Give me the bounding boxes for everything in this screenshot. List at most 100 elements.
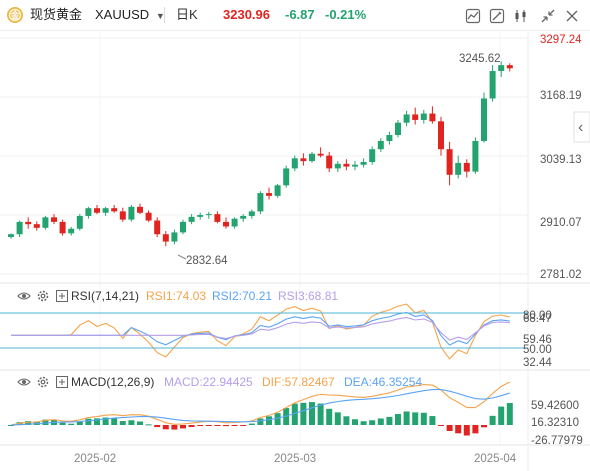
interval-label: 日K — [176, 7, 198, 22]
macd-bar — [240, 425, 247, 426]
macd-axis-label: 59.42600 — [531, 400, 579, 412]
macd-bar — [111, 418, 118, 425]
macd-bar — [360, 421, 367, 425]
macd-bar — [68, 423, 75, 425]
macd-bar — [291, 403, 298, 425]
sidebar-toggle[interactable] — [573, 111, 590, 143]
macd-bar — [403, 411, 410, 425]
interval-selector[interactable]: 日K — [176, 7, 198, 23]
candle-body — [111, 208, 118, 212]
candle-body — [403, 114, 410, 123]
macd-bar — [162, 425, 169, 430]
macd-bar — [8, 425, 14, 426]
instrument-cn-name: 现货黄金 — [30, 7, 83, 22]
chart-area[interactable]: 3297.24 3168.19 3039.13 2910.07 2781.02 … — [0, 30, 590, 471]
grid-lines — [0, 30, 528, 445]
macd-bar — [395, 414, 401, 425]
low-price-annotation: 2832.64 — [186, 255, 228, 267]
macd-bar — [429, 416, 436, 425]
macd-value: MACD:22.94425 — [164, 375, 253, 389]
candle-body — [188, 216, 195, 222]
candle-body — [248, 211, 255, 216]
macd-bar — [489, 415, 496, 425]
candle-body — [369, 149, 376, 163]
rsi-axis-label: 59.46 — [523, 334, 552, 346]
expand-icon[interactable] — [55, 375, 69, 389]
candle-body — [300, 158, 307, 162]
price-axis-label: 3168.19 — [540, 90, 582, 102]
close-icon — [566, 10, 578, 22]
eye-icon[interactable] — [17, 289, 31, 303]
macd-line — [10, 389, 510, 426]
candle-body — [162, 234, 169, 242]
macd-bar — [154, 425, 161, 428]
candle-body — [16, 221, 23, 235]
candle-body — [438, 121, 444, 150]
rsi-title: RSI(7,14,21) — [71, 289, 140, 303]
candle-body — [94, 208, 100, 213]
candle-body — [489, 71, 496, 99]
candle-body — [154, 220, 161, 235]
rsi-line — [11, 316, 510, 341]
macd-bar — [438, 425, 444, 426]
macd-bar — [317, 403, 324, 425]
candle-body — [68, 228, 75, 234]
drawing-button[interactable] — [487, 6, 507, 26]
macd-bar — [506, 403, 513, 425]
eye-icon[interactable] — [17, 375, 31, 389]
drawing-icon — [489, 8, 505, 24]
candle-body — [223, 221, 229, 227]
macd-bar — [481, 425, 487, 428]
macd-bar — [352, 419, 358, 425]
macd-bar — [197, 425, 204, 426]
indicator-button[interactable] — [463, 6, 483, 26]
candle-body — [420, 113, 427, 120]
price-change-percent: -0.21% — [325, 7, 367, 22]
date-axis-label: 2025-02 — [74, 453, 116, 465]
candle-body — [102, 208, 109, 213]
collapse-button[interactable] — [538, 6, 558, 26]
macd-lines — [10, 381, 511, 426]
date-axis-label: 2025-04 — [474, 453, 517, 465]
macd-bar — [266, 416, 272, 425]
macd-bar — [420, 412, 427, 425]
settings-icon[interactable] — [36, 375, 50, 389]
settings-icon[interactable] — [36, 289, 50, 303]
rsi-axis-label: 68.47 — [523, 313, 552, 325]
separator — [164, 7, 165, 23]
candlestick-icon — [515, 10, 526, 22]
candle-body — [377, 140, 384, 150]
rsi-axis-label: 80.00 — [523, 310, 552, 322]
symbol-selector[interactable]: XAUUSD ▼ — [95, 7, 165, 24]
instrument-name[interactable]: 现货黄金 — [30, 7, 82, 23]
candle-body — [119, 211, 126, 220]
chart-type-icon — [465, 8, 481, 24]
date-axis-label: 2025-03 — [274, 453, 316, 465]
candle-body — [386, 135, 393, 141]
close-button[interactable] — [562, 6, 582, 26]
candle-body — [197, 215, 204, 217]
macd-bar — [257, 418, 264, 425]
last-price: 3230.96 — [223, 7, 270, 22]
rsi-axis-label: 32.44 — [523, 357, 552, 369]
macd-bar — [223, 425, 229, 427]
candle-body — [309, 153, 315, 162]
macd-bar — [498, 406, 505, 425]
candle-body — [137, 206, 143, 213]
macd-bar — [446, 425, 453, 432]
macd-title: MACD(12,26,9) — [71, 375, 155, 389]
chart-style-button[interactable] — [511, 6, 531, 26]
candle-body — [291, 158, 298, 169]
candle-body — [429, 113, 436, 122]
candle-body — [326, 155, 333, 169]
macd-bar — [248, 423, 255, 425]
candle-body — [283, 168, 290, 186]
macd-bar — [188, 425, 195, 428]
sidebar-arrow-icon: ‹ — [578, 119, 583, 136]
expand-icon[interactable] — [55, 289, 69, 303]
candle-body — [214, 214, 221, 222]
rsi2-value: RSI2:70.21 — [212, 289, 273, 303]
macd-bar — [214, 425, 221, 426]
macd-bar — [85, 418, 92, 425]
macd-bar — [180, 425, 186, 429]
